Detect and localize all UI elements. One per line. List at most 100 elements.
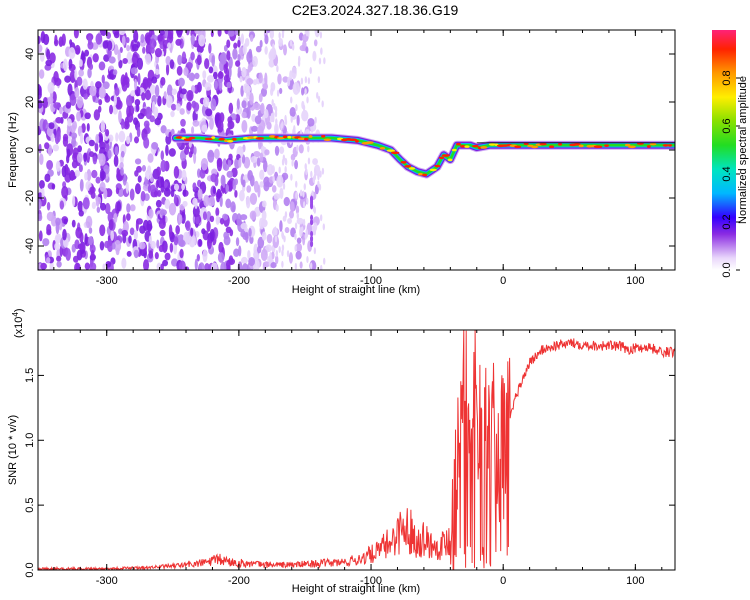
noise-blob [64,75,71,83]
ridge-hotspot [434,164,441,168]
noise-blob [75,227,83,239]
noise-blob [307,157,311,165]
noise-blob [215,215,220,226]
noise-blob [160,159,167,173]
noise-blob [72,195,76,207]
snr-panel: -300 -200 -100 0 100 0.0 0.5 1.0 1.5 Height of s… [7,308,676,595]
noise-blob [194,72,200,80]
noise-blob [98,61,106,71]
noise-blob [276,65,279,73]
noise-blob [270,87,274,96]
noise-blob [159,229,166,237]
noise-blob [245,195,251,209]
noise-blob [179,248,184,259]
noise-blob [274,235,278,243]
noise-blob [312,158,318,165]
noise-blob [68,58,73,69]
noise-blob [228,66,232,79]
ridge-hotspot [348,138,358,141]
noise-blob [314,116,317,124]
colorbar-label: Normalized spectral amplitude [737,76,749,224]
colorbar-ticks: 0.0 0.2 0.4 0.6 0.8 [721,70,740,278]
noise-blob [42,33,50,46]
ridge-hotspot [429,168,437,172]
noise-blob [303,183,306,191]
noise-blob [214,80,218,90]
noise-blob [114,87,120,97]
noise-blob [47,81,55,94]
noise-blob [179,260,186,270]
noise-blob [134,158,142,165]
noise-blob [310,170,313,178]
noise-blob [91,201,97,210]
noise-blob [202,249,208,263]
noise-blob [220,261,227,270]
noise-blob [65,101,72,109]
y-tick-label: 40 [24,48,36,60]
noise-blob [249,34,254,42]
noise-blob [113,155,119,167]
ridge-hotspot [247,136,256,139]
ridge-hotspot [531,145,539,149]
chart-title: C2E3.2024.327.18.36.G19 [291,2,459,18]
noise-blob [126,135,131,145]
noise-blob [79,178,84,192]
noise-blob [116,167,120,176]
noise-blob [146,220,153,233]
noise-blob [206,74,215,83]
noise-blob [208,196,215,207]
noise-blob [317,95,321,103]
noise-blob [141,165,146,172]
noise-blob [46,159,54,171]
noise-blob [198,262,205,270]
noise-blob [279,146,285,154]
noise-blob [185,220,191,232]
noise-blob [310,241,314,248]
x-tick-label: -200 [228,575,250,587]
noise-blob [76,111,82,122]
noise-blob [260,87,268,97]
noise-blob [248,227,252,237]
noise-blob [88,151,95,158]
noise-blob [171,88,178,95]
noise-blob [197,188,203,200]
snr-y-axis-label: SNR (10 * v/v) [7,415,19,485]
noise-blob [83,152,88,162]
noise-blob [79,132,84,145]
noise-blob [314,30,320,38]
noise-blob [160,150,165,161]
noise-blob [228,153,233,161]
noise-blob [191,126,195,135]
noise-blob [147,184,152,194]
noise-blob [241,120,248,133]
noise-blob [200,157,209,171]
noise-blob [67,118,72,127]
noise-blob [298,55,301,63]
noise-blob [233,30,240,36]
noise-blob [134,183,141,195]
noise-blob [313,206,317,214]
ridge-hotspot [451,148,457,152]
noise-blob [122,221,129,233]
noise-blob [178,214,183,224]
noise-blob [278,37,284,47]
noise-blob [225,198,232,209]
noise-blob [110,230,115,241]
noise-blob [175,103,181,111]
noise-blob [262,83,269,90]
noise-blob [295,180,298,188]
noise-blob [171,258,179,267]
noise-blob [54,235,62,244]
noise-blob [188,151,193,158]
colorbar-tick-label: 0.4 [721,166,733,181]
ridge-hotspot [422,173,428,177]
noise-blob [115,132,119,142]
noise-blob [302,190,305,198]
noise-blob [298,144,304,154]
noise-blob [211,54,215,67]
colorbar-gradient [712,30,736,270]
noise-blob [209,117,214,130]
spectrogram-y-axis-label: Frequency (Hz) [7,112,19,188]
noise-blob [76,76,83,86]
noise-blob [162,259,169,267]
